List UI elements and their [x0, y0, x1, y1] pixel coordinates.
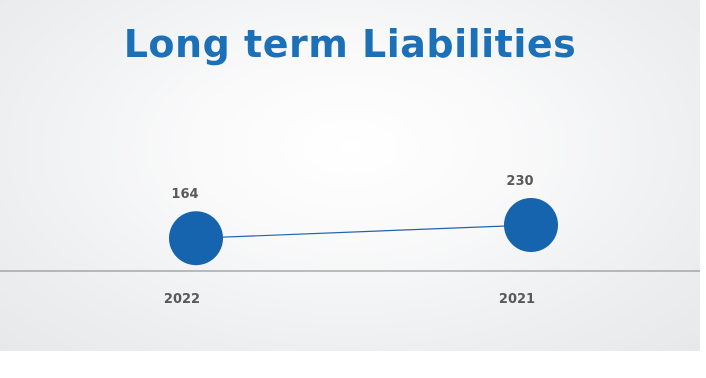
slide: Long term Liabilities 164 2022 230 2021	[0, 0, 700, 351]
x-tick-label-2022: 2022	[164, 292, 200, 307]
data-label-2021: 230	[506, 174, 533, 189]
series-line	[195, 224, 532, 239]
plot-area: 164 2022 230 2021	[164, 174, 558, 307]
x-tick-label-2021: 2021	[499, 292, 535, 307]
data-point-2021	[504, 198, 558, 252]
line-chart: 164 2022 230 2021	[0, 174, 700, 307]
chart-title: Long term Liabilities	[123, 22, 577, 66]
data-label-2022: 164	[171, 187, 198, 202]
data-point-2022	[169, 211, 223, 266]
